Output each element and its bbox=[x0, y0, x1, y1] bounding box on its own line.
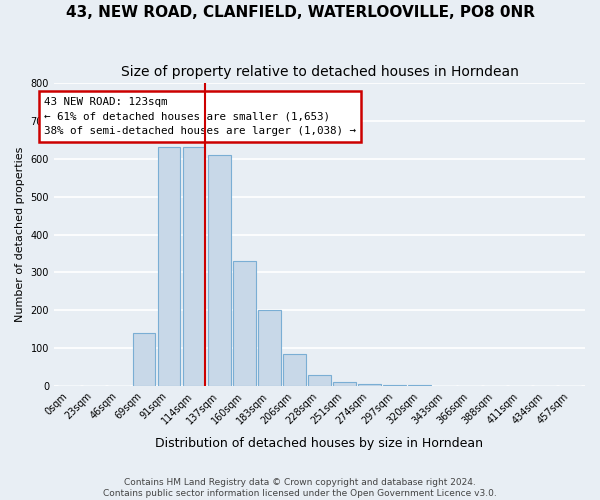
Y-axis label: Number of detached properties: Number of detached properties bbox=[15, 147, 25, 322]
Bar bbox=[283, 354, 305, 386]
Bar bbox=[133, 333, 155, 386]
Bar bbox=[183, 148, 205, 386]
Bar bbox=[383, 385, 406, 386]
X-axis label: Distribution of detached houses by size in Horndean: Distribution of detached houses by size … bbox=[155, 437, 484, 450]
Title: Size of property relative to detached houses in Horndean: Size of property relative to detached ho… bbox=[121, 65, 518, 79]
Bar bbox=[358, 384, 381, 386]
Text: 43, NEW ROAD, CLANFIELD, WATERLOOVILLE, PO8 0NR: 43, NEW ROAD, CLANFIELD, WATERLOOVILLE, … bbox=[65, 5, 535, 20]
Text: 43 NEW ROAD: 123sqm
← 61% of detached houses are smaller (1,653)
38% of semi-det: 43 NEW ROAD: 123sqm ← 61% of detached ho… bbox=[44, 96, 356, 136]
Bar bbox=[158, 148, 181, 386]
Bar bbox=[208, 155, 230, 386]
Bar bbox=[333, 382, 356, 386]
Text: Contains HM Land Registry data © Crown copyright and database right 2024.
Contai: Contains HM Land Registry data © Crown c… bbox=[103, 478, 497, 498]
Bar bbox=[258, 310, 281, 386]
Bar bbox=[233, 261, 256, 386]
Bar bbox=[308, 374, 331, 386]
